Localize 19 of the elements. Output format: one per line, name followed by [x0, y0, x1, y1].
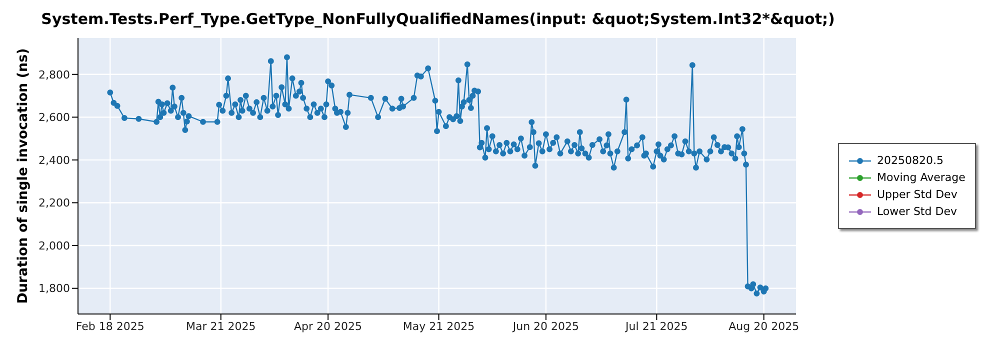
x-tick-label: Apr 20 2025	[294, 320, 362, 333]
x-tick-label: Jun 20 2025	[512, 320, 580, 333]
y-tick-label: 2,400	[38, 154, 70, 167]
legend-label: 20250820.5	[877, 154, 944, 167]
y-tick-label: 2,000	[38, 239, 70, 252]
y-tick-label: 2,800	[38, 68, 70, 82]
legend-label: Lower Std Dev	[877, 205, 957, 218]
legend-label: Moving Average	[877, 171, 966, 184]
x-tick-label: Aug 20 2025	[728, 320, 800, 333]
y-tick-label: 2,200	[38, 196, 70, 210]
x-tick-label: Mar 21 2025	[186, 320, 256, 333]
y-tick-label: 1,800	[38, 282, 70, 296]
x-tick-label: May 21 2025	[402, 320, 475, 333]
y-tick-label: 2,600	[38, 111, 70, 124]
x-tick-label: Feb 18 2025	[76, 320, 144, 333]
x-tick-label: Jul 21 2025	[624, 320, 688, 333]
chart-title: System.Tests.Perf_Type.GetType_NonFullyQualifiedNames(input: &quot;System.Int32*&quot;)	[40, 9, 836, 30]
y-axis-title: Duration of single invocation (ns)	[14, 48, 31, 304]
legend-label: Upper Std Dev	[877, 188, 958, 201]
